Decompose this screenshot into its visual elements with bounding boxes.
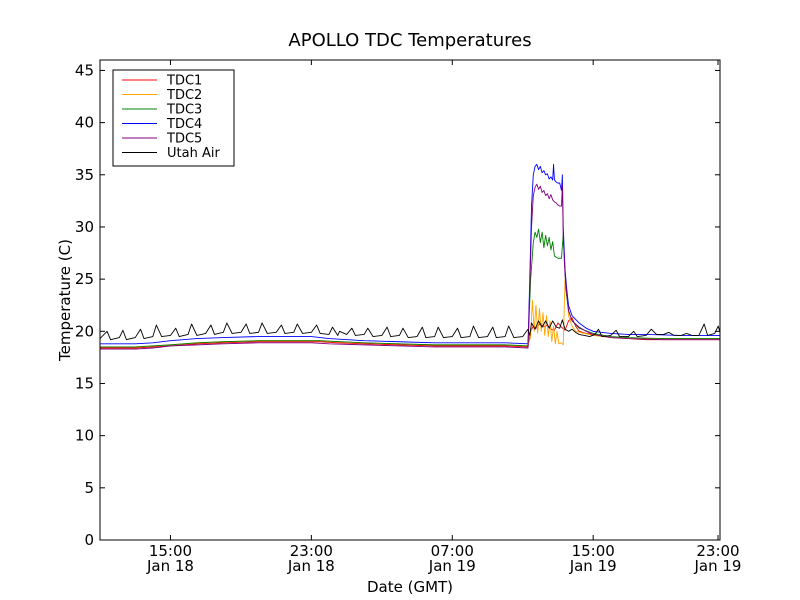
legend-label: TDC2 xyxy=(166,88,202,103)
x-tick-time-label: 15:00 xyxy=(149,542,192,560)
x-tick-time-label: 23:00 xyxy=(696,542,739,560)
x-tick-date-label: Jan 19 xyxy=(694,557,742,575)
legend-label: TDC4 xyxy=(166,117,202,132)
series-line-tdc4 xyxy=(100,163,720,345)
chart-title: APOLLO TDC Temperatures xyxy=(288,30,531,51)
legend-label: TDC5 xyxy=(166,132,202,147)
x-tick-date-label: Jan 18 xyxy=(146,557,194,575)
y-tick-label: 10 xyxy=(75,427,94,445)
legend-label: TDC3 xyxy=(166,103,202,118)
x-axis-label: Date (GMT) xyxy=(367,578,453,596)
y-tick-label: 40 xyxy=(75,114,94,132)
x-tick-date-label: Jan 18 xyxy=(287,557,335,575)
y-tick-label: 15 xyxy=(75,374,94,392)
legend-box xyxy=(112,69,235,167)
y-tick-label: 45 xyxy=(75,61,94,79)
series-lines xyxy=(100,163,720,350)
legend-label: Utah Air xyxy=(167,146,220,161)
y-tick-label: 30 xyxy=(75,218,94,236)
y-tick-label: 5 xyxy=(84,479,94,497)
x-tick-time-label: 15:00 xyxy=(572,542,615,560)
series-line-utah-air xyxy=(100,319,720,341)
x-tick-time-label: 07:00 xyxy=(431,542,474,560)
x-tick-date-label: Jan 19 xyxy=(569,557,617,575)
y-tick-label: 35 xyxy=(75,166,94,184)
plot-frame xyxy=(99,59,721,541)
y-axis-label: Temperature (C) xyxy=(56,239,74,362)
x-tick-time-label: 23:00 xyxy=(290,542,333,560)
y-tick-label: 25 xyxy=(75,270,94,288)
y-tick-label: 0 xyxy=(84,531,94,549)
legend-label: TDC1 xyxy=(166,74,202,89)
x-tick-date-label: Jan 19 xyxy=(428,557,476,575)
series-line-tdc5 xyxy=(100,183,720,350)
y-tick-label: 20 xyxy=(75,322,94,340)
